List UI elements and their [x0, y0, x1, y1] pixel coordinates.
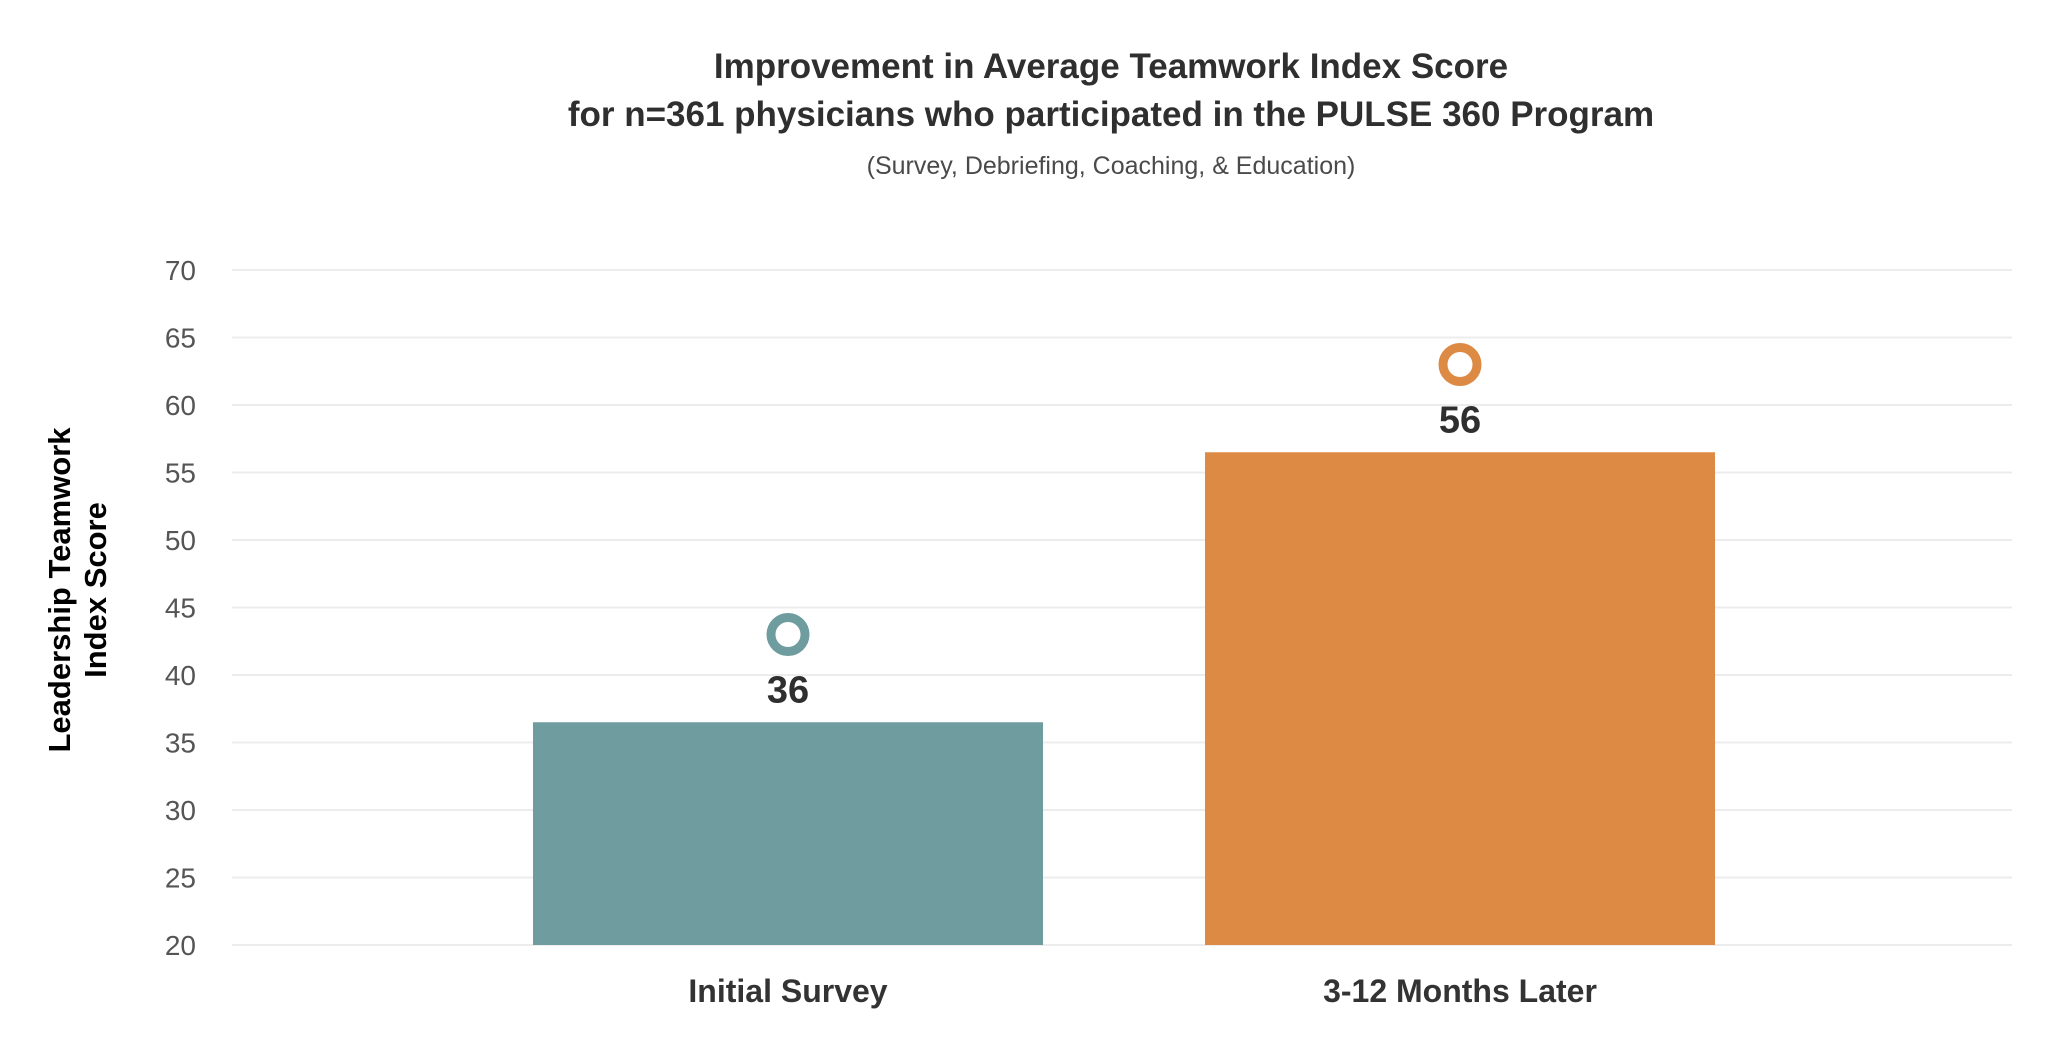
- circle-marker: [766, 613, 810, 656]
- chart-title: Improvement in Average Teamwork Index Sc…: [568, 47, 1654, 180]
- y-axis-label: Leadership Teamwork Index Score: [42, 427, 113, 753]
- gridlines: [232, 269, 2012, 946]
- chart-title-line-1: Improvement in Average Teamwork Index Sc…: [714, 47, 1508, 86]
- y-tick-label: 60: [165, 390, 196, 421]
- markers: [766, 343, 1482, 656]
- y-tick-label: 45: [165, 593, 196, 624]
- y-tick-label: 55: [165, 458, 196, 489]
- y-tick-label: 20: [165, 930, 196, 961]
- data-label: 56: [1439, 399, 1481, 441]
- y-tick-label: 65: [165, 323, 196, 354]
- bars: [533, 452, 1715, 945]
- y-tick-label: 50: [165, 525, 196, 556]
- y-axis-label-line-1: Leadership Teamwork: [42, 427, 77, 753]
- data-label: 36: [767, 669, 809, 711]
- y-axis-label-line-2: Index Score: [78, 502, 113, 678]
- y-tick-label: 30: [165, 795, 196, 826]
- y-tick-label: 70: [165, 255, 196, 286]
- y-tick-label: 25: [165, 863, 196, 894]
- data-labels: 36 56: [767, 399, 1481, 711]
- chart-title-line-2: for n=361 physicians who participated in…: [568, 95, 1654, 134]
- chart-subtitle: (Survey, Debriefing, Coaching, & Educati…: [867, 152, 1356, 180]
- bar: [1205, 452, 1715, 945]
- y-tick-label: 35: [165, 728, 196, 759]
- category-label: Initial Survey: [688, 973, 887, 1009]
- y-axis-ticks: 20 25 30 35 40 45 50 55 60 65 70: [165, 255, 196, 961]
- y-tick-label: 40: [165, 660, 196, 691]
- x-axis-categories: Initial Survey 3-12 Months Later: [688, 973, 1597, 1009]
- circle-marker: [1438, 343, 1482, 386]
- category-label: 3-12 Months Later: [1323, 973, 1597, 1009]
- bar: [533, 722, 1043, 945]
